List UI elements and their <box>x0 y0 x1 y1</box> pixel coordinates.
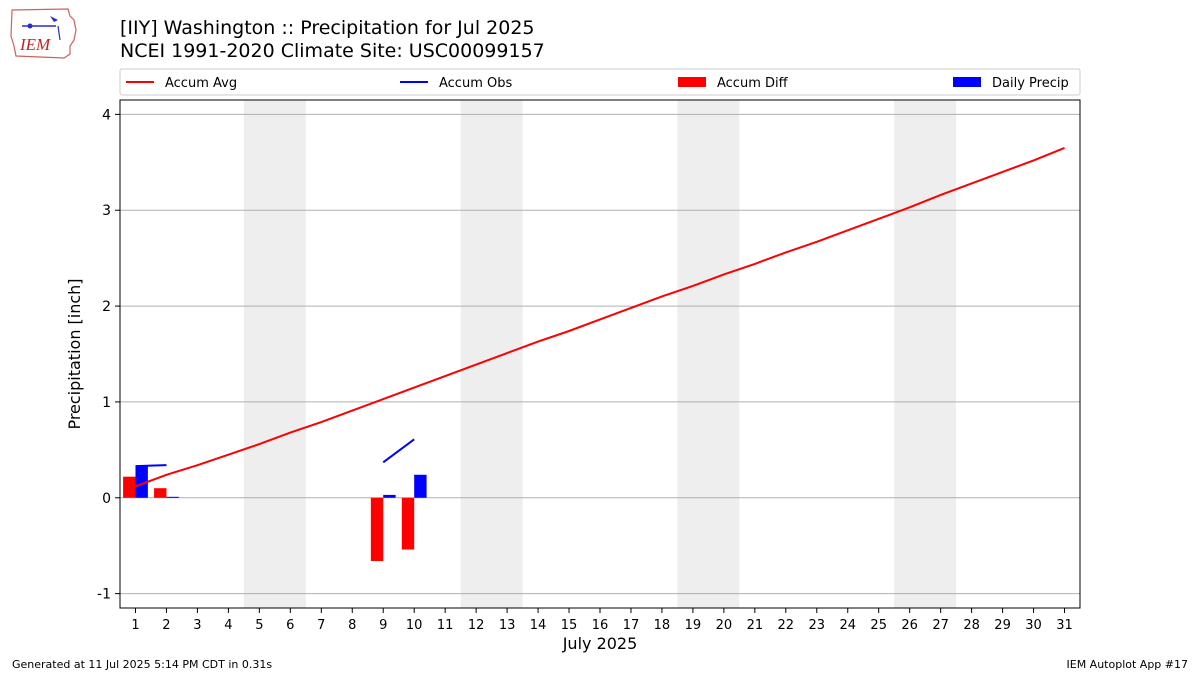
legend-accum-diff-label: Accum Diff <box>717 76 789 91</box>
x-tick-label: 14 <box>530 618 547 633</box>
weekend-shade <box>894 100 957 608</box>
legend-daily-precip-label: Daily Precip <box>992 76 1069 91</box>
x-tick-label: 4 <box>224 618 232 633</box>
legend-accum-obs-label: Accum Obs <box>439 76 512 91</box>
x-tick-label: 7 <box>317 618 325 633</box>
logo-text: IEM <box>19 35 51 54</box>
x-tick-label: 31 <box>1056 618 1073 633</box>
x-tick-label: 9 <box>379 618 387 633</box>
legend-accum-avg-label: Accum Avg <box>165 76 237 91</box>
iem-logo: IEM <box>10 8 77 59</box>
x-tick-label: 26 <box>901 618 918 633</box>
x-tick-label: 27 <box>932 618 949 633</box>
weekend-shade <box>243 100 306 608</box>
x-tick-label: 18 <box>654 618 671 633</box>
x-tick-label: 20 <box>716 618 733 633</box>
accum-diff-bar <box>123 476 136 498</box>
chart-subtitle: NCEI 1991-2020 Climate Site: USC00099157 <box>120 40 545 62</box>
x-tick-label: 6 <box>286 618 294 633</box>
y-axis-label: Precipitation [inch] <box>65 278 84 429</box>
x-tick-label: 28 <box>963 618 980 633</box>
x-tick-label: 15 <box>561 618 578 633</box>
x-tick-label: 2 <box>162 618 170 633</box>
accum-avg-line <box>135 146 1065 488</box>
x-tick-label: 10 <box>406 618 423 633</box>
x-tick-label: 11 <box>437 618 454 633</box>
x-tick-label: 16 <box>592 618 609 633</box>
x-tick-label: 23 <box>809 618 826 633</box>
daily-precip-bar <box>135 466 148 498</box>
x-tick-label: 21 <box>747 618 764 633</box>
plot-frame <box>119 99 1081 609</box>
x-tick-label: 19 <box>685 618 702 633</box>
x-tick-label: 13 <box>499 618 516 633</box>
weekend-shade <box>677 100 740 608</box>
x-tick-label: 29 <box>994 618 1011 633</box>
y-tick-label: 0 <box>102 491 111 507</box>
x-tick-label: 5 <box>255 618 263 633</box>
daily-precip-bar <box>414 474 427 498</box>
accum-obs-line <box>382 438 415 464</box>
x-tick-label: 8 <box>348 618 356 633</box>
accum-diff-bar <box>401 497 415 550</box>
y-tick-label: -1 <box>97 587 111 603</box>
accum-diff-bar <box>370 497 384 562</box>
legend-accum-diff-swatch <box>678 77 706 87</box>
x-tick-label: 17 <box>623 618 640 633</box>
chart-title: [IIY] Washington :: Precipitation for Ju… <box>120 17 535 39</box>
x-axis-label: July 2025 <box>562 634 638 653</box>
app-footer: IEM Autoplot App #17 <box>1066 658 1189 671</box>
weekend-shade <box>460 100 523 608</box>
x-tick-label: 1 <box>131 618 139 633</box>
accum-obs-line <box>135 464 167 468</box>
x-tick-label: 12 <box>468 618 485 633</box>
y-tick-label: 4 <box>102 107 111 123</box>
daily-precip-bar <box>383 494 396 498</box>
generated-footer: Generated at 11 Jul 2025 5:14 PM CDT in … <box>12 658 273 671</box>
x-tick-label: 3 <box>193 618 201 633</box>
y-tick-label: 1 <box>102 395 111 411</box>
x-tick-label: 25 <box>870 618 887 633</box>
accum-diff-bar <box>154 488 167 498</box>
daily-precip-bar <box>166 496 179 498</box>
legend-daily-precip-swatch <box>953 77 981 87</box>
y-tick-label: 2 <box>102 299 111 315</box>
y-tick-label: 3 <box>102 203 111 219</box>
x-tick-label: 24 <box>839 618 856 633</box>
x-tick-label: 22 <box>778 618 795 633</box>
x-tick-label: 30 <box>1025 618 1042 633</box>
legend-box <box>119 68 1081 96</box>
